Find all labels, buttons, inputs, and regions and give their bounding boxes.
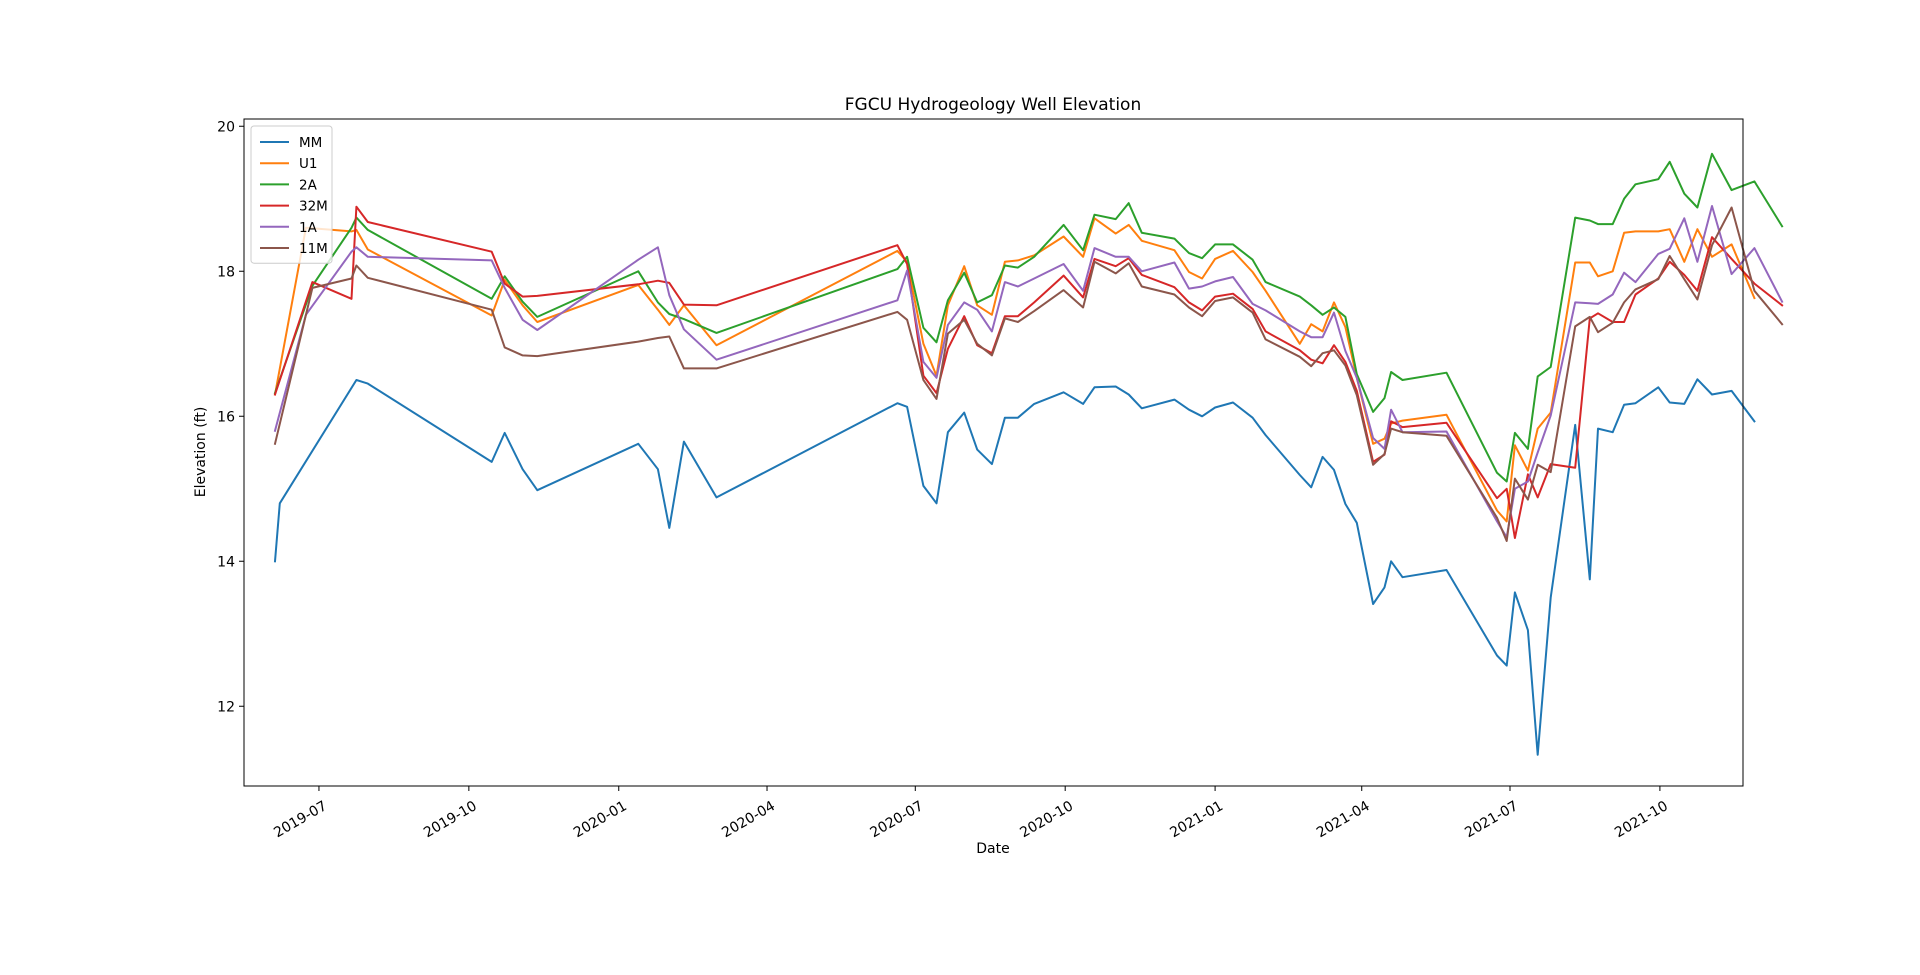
legend: MM U1 2A 32M 1A 11M [250,125,333,264]
y-axis: 12 14 16 18 20 [217,119,244,715]
legend-label-32m: 32M [299,199,328,215]
plot-area [273,152,1784,756]
series-line-2a [273,152,1784,483]
y-tick-label: 14 [217,554,235,570]
series-line-mm [273,378,1756,756]
legend-label-2a: 2A [299,177,318,193]
y-tick-label: 18 [217,264,235,280]
legend-label-11m: 11M [299,241,328,257]
series-line-11m [273,206,1784,542]
series-line-1a [273,205,1784,539]
chart-title: FGCU Hydrogeology Well Elevation [845,95,1141,115]
y-tick-label: 12 [217,699,235,715]
legend-label-u1: U1 [299,156,317,172]
series-line-32m [273,205,1784,539]
legend-label-mm: MM [299,135,322,151]
legend-label-1a: 1A [299,220,318,236]
legend-box [250,125,333,264]
x-axis-label: Date [976,841,1009,857]
y-tick-label: 16 [217,409,235,425]
series-line-u1 [273,217,1756,523]
y-axis-label: Elevation (ft) [193,407,209,498]
plot-frame [243,118,1744,787]
y-tick-label: 20 [217,119,235,135]
